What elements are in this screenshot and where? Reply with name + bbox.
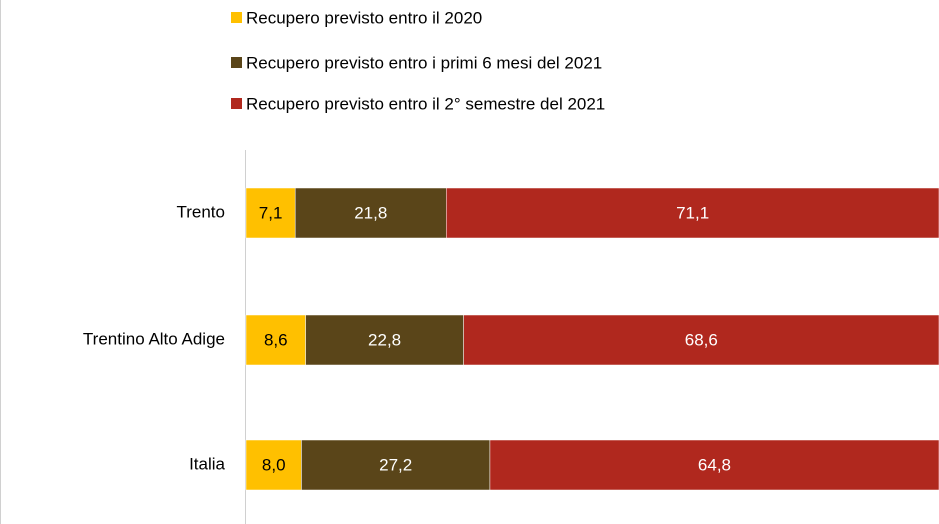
y-tick-label: Trento xyxy=(176,202,225,221)
legend-swatch xyxy=(231,57,242,68)
bar-segment xyxy=(245,314,306,366)
bar-segment xyxy=(305,314,464,366)
legend-label: Recupero previsto entro il 2° semestre d… xyxy=(246,94,605,113)
legend-label: Recupero previsto entro il 2020 xyxy=(246,8,482,27)
bar-segment xyxy=(463,314,939,366)
bar-segment xyxy=(446,187,939,239)
value-label: 21,8 xyxy=(354,203,387,222)
legend-label: Recupero previsto entro i primi 6 mesi d… xyxy=(246,53,602,72)
value-label: 27,2 xyxy=(379,455,412,474)
bar-segment xyxy=(245,439,302,491)
bar-segment xyxy=(294,187,447,239)
value-label: 7,1 xyxy=(259,203,283,222)
y-tick-label: Trentino Alto Adige xyxy=(83,329,225,348)
y-tick-label: Italia xyxy=(189,454,225,473)
value-label: 22,8 xyxy=(368,330,401,349)
legend-swatch xyxy=(231,98,242,109)
value-label: 8,6 xyxy=(264,330,288,349)
value-label: 71,1 xyxy=(676,203,709,222)
bar-segment xyxy=(245,187,296,239)
legend-swatch xyxy=(231,12,242,23)
value-label: 8,0 xyxy=(262,455,286,474)
value-label: 64,8 xyxy=(698,455,731,474)
bar-segment xyxy=(489,439,939,491)
value-label: 68,6 xyxy=(685,330,718,349)
bar-segment xyxy=(301,439,491,491)
